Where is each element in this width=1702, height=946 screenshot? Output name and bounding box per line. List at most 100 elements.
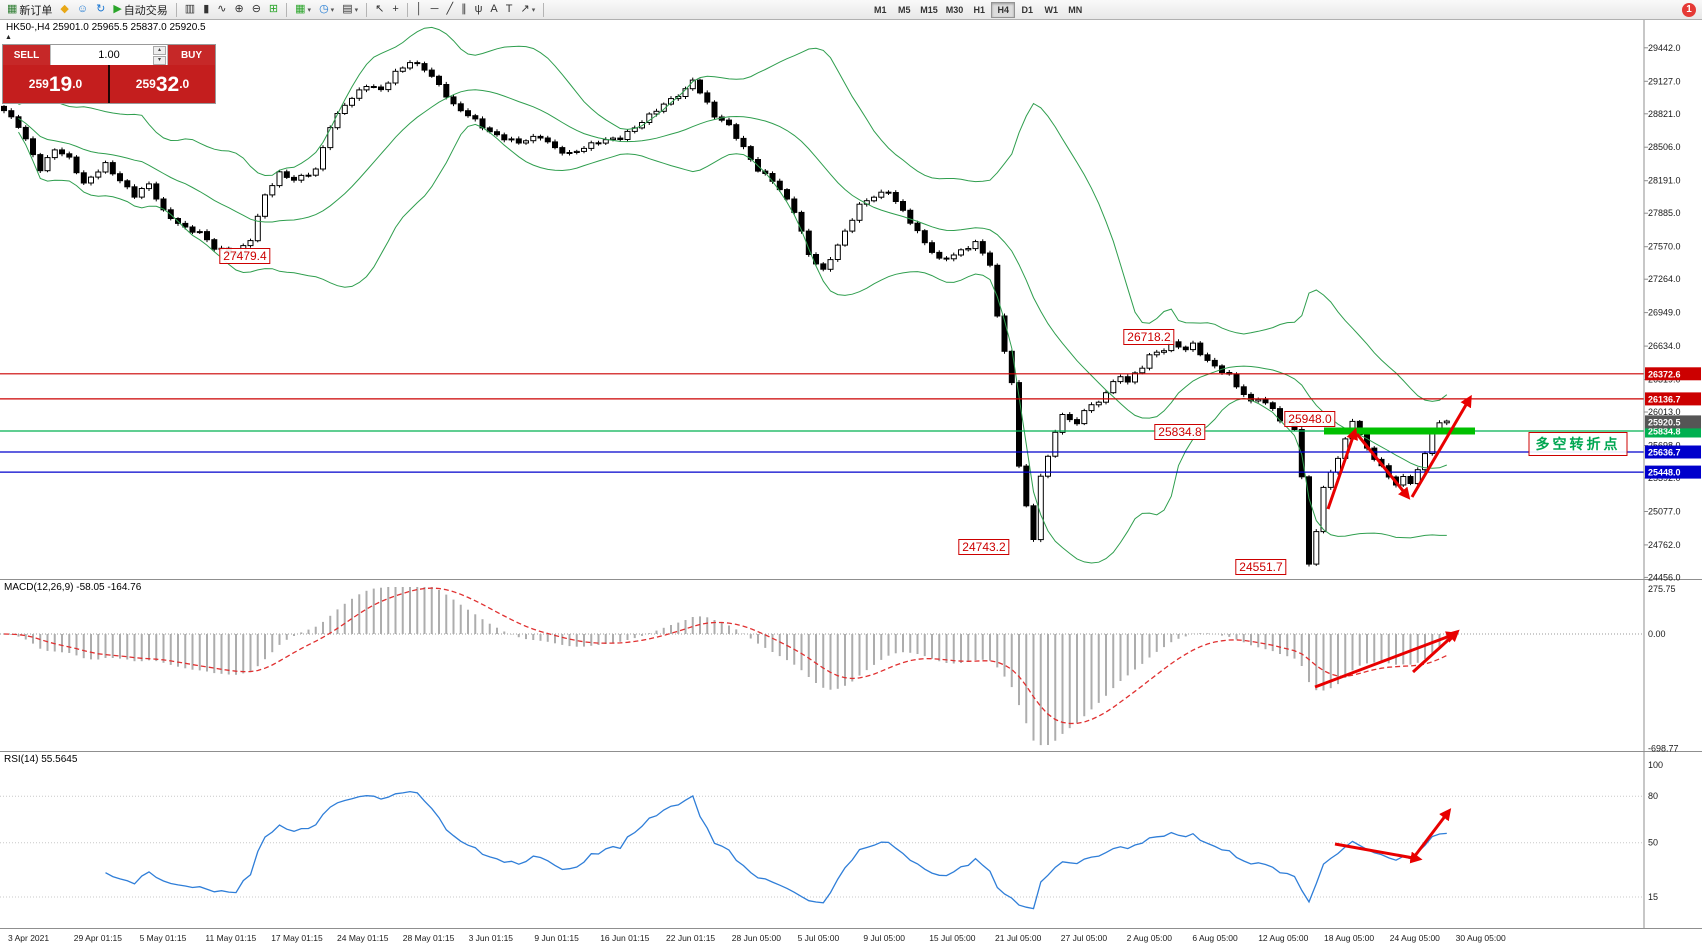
- timeframe-button-d1[interactable]: D1: [1015, 2, 1039, 18]
- candles-view-button[interactable]: ▮: [199, 1, 213, 18]
- price-callout[interactable]: 26718.2: [1123, 329, 1175, 345]
- volume-input[interactable]: 1.00 ▴ ▾: [50, 45, 168, 65]
- time-axis-label: 16 Jun 01:15: [600, 933, 649, 943]
- mql5-market-icon: ◆: [60, 3, 69, 15]
- horizontal-line-button[interactable]: ─: [427, 1, 443, 18]
- price-axis[interactable]: 29442.0 29127.0 28821.0 28506.0 28191.0 27885…: [1644, 43, 1701, 902]
- new-chart-button[interactable]: ▦ ▾: [291, 1, 315, 18]
- timeframe-button-m1[interactable]: M1: [868, 2, 892, 18]
- label-button[interactable]: T: [502, 1, 517, 18]
- time-axis-label: 11 May 01:15: [205, 933, 256, 943]
- arrows-button[interactable]: ↗ ▾: [516, 1, 539, 18]
- arrows-icon: ↗: [520, 3, 530, 15]
- current-price-label: [1645, 415, 1701, 429]
- trend-arrow[interactable]: [1334, 842, 1423, 864]
- timeframe-button-m30[interactable]: M30: [942, 2, 968, 18]
- trend-arrow[interactable]: [1410, 394, 1472, 498]
- timeframe-button-m15[interactable]: M15: [916, 2, 942, 18]
- time-axis-label: 2 Aug 05:00: [1127, 933, 1173, 943]
- timeframe-button-h1[interactable]: H1: [967, 2, 991, 18]
- bars-view-button[interactable]: ▥: [181, 1, 199, 18]
- spinner-down-icon[interactable]: ▾: [153, 56, 166, 65]
- trend-arrow[interactable]: [1314, 631, 1459, 689]
- mql5-market-button[interactable]: ◆: [56, 1, 72, 18]
- new-chart-icon: ▦: [295, 3, 306, 15]
- sell-button[interactable]: SELL: [3, 45, 50, 65]
- volume-spinner[interactable]: ▴ ▾: [153, 46, 166, 65]
- channel-button[interactable]: ∥: [457, 1, 471, 18]
- hline-price-label-text: 25448.0: [1648, 468, 1681, 478]
- price-callout[interactable]: 24551.7: [1235, 559, 1287, 575]
- zoom-out-button[interactable]: ⊖: [248, 1, 265, 18]
- price-axis-tick: 29127.0: [1648, 76, 1681, 86]
- price-axis-tick: 26949.0: [1648, 308, 1681, 318]
- templates-button[interactable]: ▤ ▾: [338, 1, 362, 18]
- autotrade-button[interactable]: ▶ 自动交易: [109, 1, 171, 18]
- hline-price-label-text: 25636.7: [1648, 448, 1681, 458]
- notification-badge[interactable]: 1: [1682, 3, 1696, 17]
- one-click-panel-toggle-icon[interactable]: ▲: [5, 34, 12, 41]
- dropdown-caret-icon: ▾: [330, 6, 335, 14]
- crosshair-icon: +: [392, 3, 399, 15]
- spinner-up-icon[interactable]: ▴: [153, 46, 166, 55]
- sell-price[interactable]: 259 19.0: [3, 65, 108, 103]
- time-axis-label: 5 May 01:15: [140, 933, 187, 943]
- buy-price[interactable]: 259 32.0: [110, 65, 215, 103]
- symbol-ohlc-label: HK50-,H4 25901.0 25965.5 25837.0 25920.5: [6, 22, 206, 33]
- trend-arrow[interactable]: [1326, 427, 1358, 510]
- price-callout[interactable]: 24743.2: [958, 539, 1010, 555]
- fibonacci-button[interactable]: ψ: [471, 1, 487, 18]
- tile-windows-button[interactable]: ⊞: [265, 1, 282, 18]
- trendline-button[interactable]: ╱: [442, 1, 457, 18]
- rsi-axis-tick: 50: [1648, 838, 1658, 848]
- dropdown-caret-icon: ▾: [307, 6, 312, 14]
- trendline-icon: ╱: [446, 3, 454, 15]
- horizontal-line-objects[interactable]: [0, 373, 1644, 473]
- time-axis-label: 5 Jul 05:00: [798, 933, 840, 943]
- zoom-in-button[interactable]: ⊕: [230, 1, 247, 18]
- trend-arrow[interactable]: [1411, 629, 1460, 674]
- new-order-button[interactable]: ▦ 新订单: [3, 1, 56, 18]
- community-button[interactable]: ☺: [73, 1, 92, 18]
- annotation-arrows[interactable]: [1314, 394, 1472, 864]
- chart-canvas[interactable]: 29442.0 29127.0 28821.0 28506.0 28191.0 27885…: [0, 20, 1702, 946]
- toolbar-separator: [543, 2, 545, 17]
- line-view-button[interactable]: ∿: [213, 1, 230, 18]
- buy-button[interactable]: BUY: [168, 45, 215, 65]
- crosshair-button[interactable]: +: [388, 1, 402, 18]
- annotation-turning-point[interactable]: 多空转折点: [1528, 432, 1628, 456]
- green-zone-segment[interactable]: [1324, 427, 1475, 435]
- macd-axis-tick: 0.00: [1648, 629, 1666, 639]
- price-callout[interactable]: 27479.4: [219, 248, 271, 264]
- price-callout[interactable]: 25834.8: [1154, 424, 1206, 440]
- timeframe-button-m5[interactable]: M5: [892, 2, 916, 18]
- timeframe-button-h4[interactable]: H4: [991, 1, 1016, 18]
- price-axis-tick: 27264.0: [1648, 274, 1681, 284]
- trend-arrow[interactable]: [1409, 808, 1452, 862]
- tile-windows-icon: ⊞: [268, 3, 279, 15]
- price-axis-tick: 25077.0: [1648, 507, 1681, 517]
- candlestick-series: [1, 60, 1450, 567]
- profiles-button[interactable]: ◷ ▾: [315, 1, 338, 18]
- price-callout[interactable]: 25948.0: [1284, 411, 1336, 427]
- autotrade-button-label: 自动交易: [123, 4, 168, 17]
- time-axis-label: 28 May 01:15: [403, 933, 455, 943]
- refresh-button[interactable]: ↻: [92, 1, 109, 18]
- vertical-line-button[interactable]: │: [412, 1, 427, 18]
- timeframe-button-mn[interactable]: MN: [1063, 2, 1087, 18]
- hline-price-label-text: 26136.7: [1648, 394, 1681, 404]
- text-button[interactable]: A: [486, 1, 501, 18]
- macd-label: MACD(12,26,9) -58.05 -164.76: [4, 582, 142, 593]
- volume-value: 1.00: [98, 49, 120, 61]
- timeframe-button-w1[interactable]: W1: [1039, 2, 1063, 18]
- hline-price-label: [1645, 465, 1701, 479]
- time-axis-label: 24 May 01:15: [337, 933, 389, 943]
- trend-arrow[interactable]: [1355, 433, 1411, 500]
- time-axis[interactable]: 3 Apr 2021 29 Apr 01:15 5 May 01:15 11 May …: [8, 933, 1506, 943]
- time-axis-label: 15 Jul 05:00: [929, 933, 976, 943]
- cursor-button[interactable]: ↖: [371, 1, 388, 18]
- time-axis-label: 30 Aug 05:00: [1456, 933, 1506, 943]
- rsi-panel: [0, 790, 1644, 910]
- bars-view-icon: ▥: [184, 3, 196, 15]
- price-axis-tick: 24456.0: [1648, 572, 1681, 582]
